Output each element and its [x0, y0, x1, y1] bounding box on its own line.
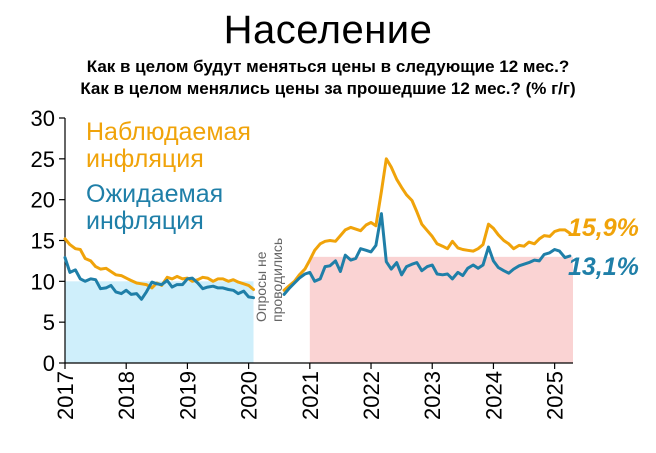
legend-entry-observed: Наблюдаемая инфляция — [86, 118, 251, 173]
y-tick-label: 30 — [31, 106, 55, 131]
end-label-expected: 13,1% — [568, 253, 639, 281]
y-tick-label: 0 — [43, 351, 55, 376]
chart-subtitle-expected-question: Как в целом будут меняться цены в следую… — [86, 57, 570, 76]
series-line-expected-1 — [63, 256, 255, 301]
y-tick-label: 20 — [31, 188, 55, 213]
chart-title: Население — [223, 8, 433, 52]
x-tick-label: 2024 — [481, 371, 506, 420]
legend-entry-expected: Ожидаемая инфляция — [86, 180, 223, 235]
y-tick-label: 10 — [31, 269, 55, 294]
series-line-observed-2 — [282, 157, 572, 292]
end-label-observed: 15,9% — [568, 214, 639, 242]
x-tick-label: 2018 — [114, 371, 139, 420]
y-tick-label: 15 — [31, 229, 55, 254]
chart-subtitle-observed-question: Как в целом менялись цены за прошедшие 1… — [80, 79, 576, 98]
x-tick-label: 2021 — [298, 371, 323, 420]
x-tick-label: 2020 — [237, 371, 262, 420]
shaded-region-2 — [309, 256, 573, 363]
shaded-region-1 — [65, 281, 254, 363]
y-tick-label: 5 — [43, 310, 55, 335]
x-tick-label: 2019 — [175, 371, 200, 420]
x-tick-label: 2025 — [543, 371, 568, 420]
gap-note: Опросы непроводились — [253, 238, 285, 322]
x-tick-label: 2023 — [420, 371, 445, 420]
x-tick-label: 2017 — [53, 371, 78, 420]
y-tick-label: 25 — [31, 147, 55, 172]
x-tick-label: 2022 — [359, 371, 384, 420]
series-line-expected-2 — [282, 212, 572, 296]
